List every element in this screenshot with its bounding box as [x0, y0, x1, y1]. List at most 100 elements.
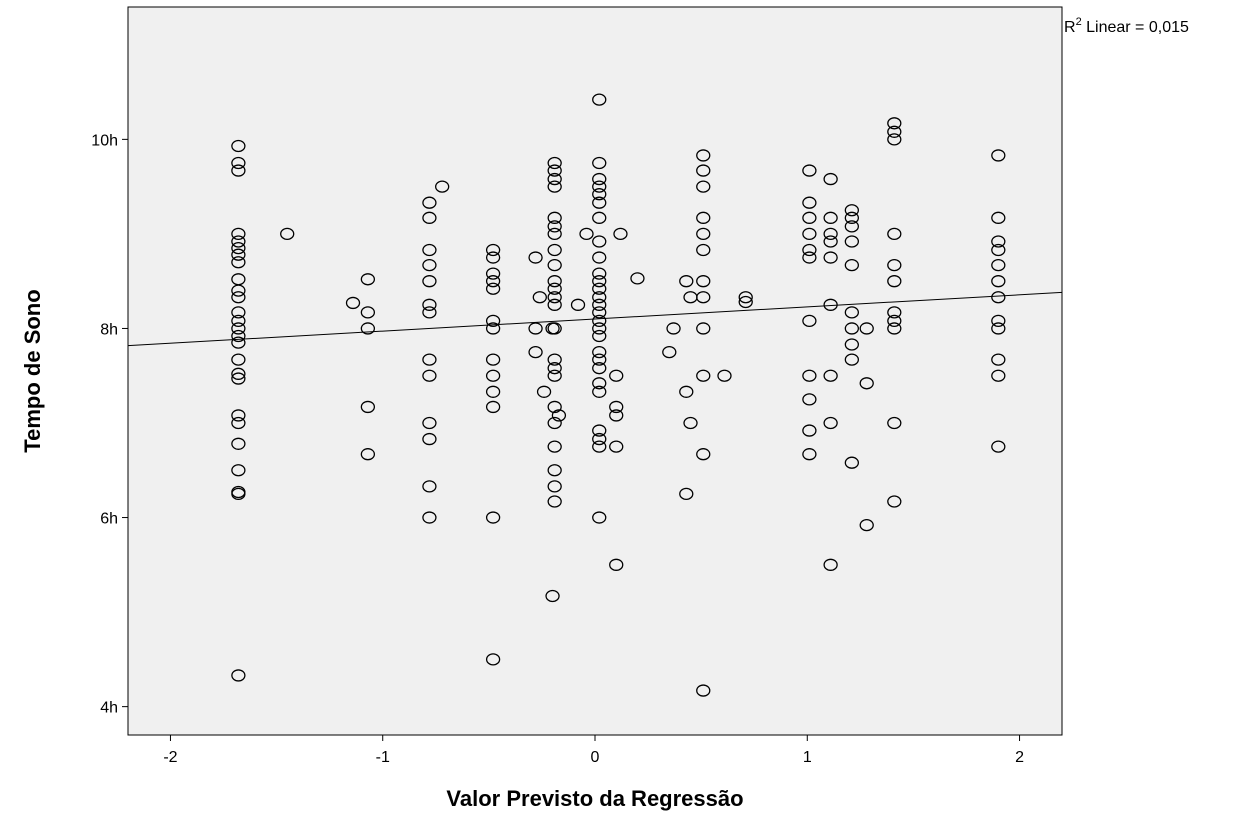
data-point: [231, 284, 246, 297]
data-point: [547, 464, 562, 477]
data-point: [547, 211, 562, 224]
data-point: [231, 156, 246, 170]
data-point: [570, 298, 586, 311]
data-point: [887, 133, 902, 146]
data-point: [887, 117, 902, 130]
data-point: [738, 291, 753, 304]
data-point: [547, 362, 562, 375]
data-point: [360, 448, 376, 461]
data-point: [547, 298, 562, 311]
data-point: [991, 258, 1006, 272]
data-points: [231, 93, 1006, 697]
data-point: [485, 314, 501, 328]
data-point: [592, 424, 607, 437]
data-point: [679, 275, 694, 288]
data-point: [547, 180, 562, 193]
data-point: [547, 258, 562, 272]
data-point: [696, 180, 711, 193]
data-point: [887, 416, 902, 430]
x-tick-label: 2: [1015, 749, 1024, 766]
data-point: [231, 485, 246, 499]
data-point: [844, 306, 859, 319]
data-point: [485, 275, 501, 288]
data-point: [592, 511, 607, 524]
data-point: [592, 156, 607, 170]
data-point: [823, 416, 838, 430]
data-point: [231, 409, 246, 422]
data-point: [592, 377, 607, 390]
data-point: [360, 306, 376, 319]
data-point: [592, 196, 607, 209]
data-point: [802, 243, 817, 257]
data-point: [547, 322, 562, 335]
data-point: [823, 369, 838, 382]
data-point: [231, 227, 246, 241]
data-point: [844, 338, 859, 351]
data-point: [592, 180, 607, 193]
data-point: [609, 369, 624, 382]
data-point: [547, 227, 562, 241]
data-point: [679, 385, 694, 398]
data-point: [422, 432, 437, 446]
data-point: [547, 275, 562, 288]
data-point: [592, 306, 607, 319]
data-point: [991, 243, 1006, 257]
data-point: [887, 314, 902, 328]
data-point: [683, 416, 698, 430]
data-point: [422, 353, 437, 366]
data-point: [802, 393, 817, 406]
y-tick-label: 8h: [100, 321, 118, 338]
data-point: [696, 227, 711, 241]
data-point: [823, 235, 838, 248]
data-point: [231, 306, 246, 319]
data-point: [991, 353, 1006, 366]
data-point: [485, 322, 501, 335]
data-point: [547, 282, 562, 295]
data-point: [823, 227, 838, 241]
data-point: [231, 322, 246, 335]
data-point: [231, 336, 246, 349]
data-point: [666, 322, 681, 335]
data-point: [231, 353, 246, 366]
data-point: [887, 125, 902, 138]
data-point: [696, 149, 711, 162]
data-point: [991, 235, 1006, 248]
data-point: [802, 211, 817, 224]
data-point: [613, 227, 628, 241]
data-point: [991, 322, 1006, 335]
data-point: [844, 322, 859, 335]
data-point: [991, 275, 1006, 288]
data-point: [592, 267, 607, 280]
data-point: [717, 369, 732, 382]
data-point: [485, 243, 501, 257]
data-point: [802, 314, 817, 328]
data-point: [547, 369, 562, 382]
data-point: [532, 291, 547, 304]
data-point: [231, 256, 246, 269]
data-point: [485, 251, 501, 264]
data-point: [485, 400, 501, 414]
data-point: [422, 196, 437, 209]
data-point: [231, 248, 246, 261]
data-point: [738, 295, 753, 309]
data-point: [592, 235, 607, 248]
data-point: [844, 235, 859, 248]
data-point: [802, 251, 817, 264]
data-point: [696, 211, 711, 224]
data-point: [592, 440, 607, 453]
data-point: [802, 196, 817, 209]
data-point: [630, 272, 645, 285]
data-point: [592, 322, 607, 335]
data-point: [422, 258, 437, 272]
data-point: [887, 227, 902, 241]
data-point: [485, 385, 501, 398]
data-point: [360, 322, 376, 335]
data-point: [696, 684, 711, 697]
fit-line: [127, 291, 1063, 347]
data-point: [528, 345, 543, 359]
data-point: [231, 314, 246, 328]
data-point: [696, 322, 711, 335]
data-point: [991, 211, 1006, 224]
data-point: [592, 362, 607, 375]
data-point: [844, 456, 859, 469]
